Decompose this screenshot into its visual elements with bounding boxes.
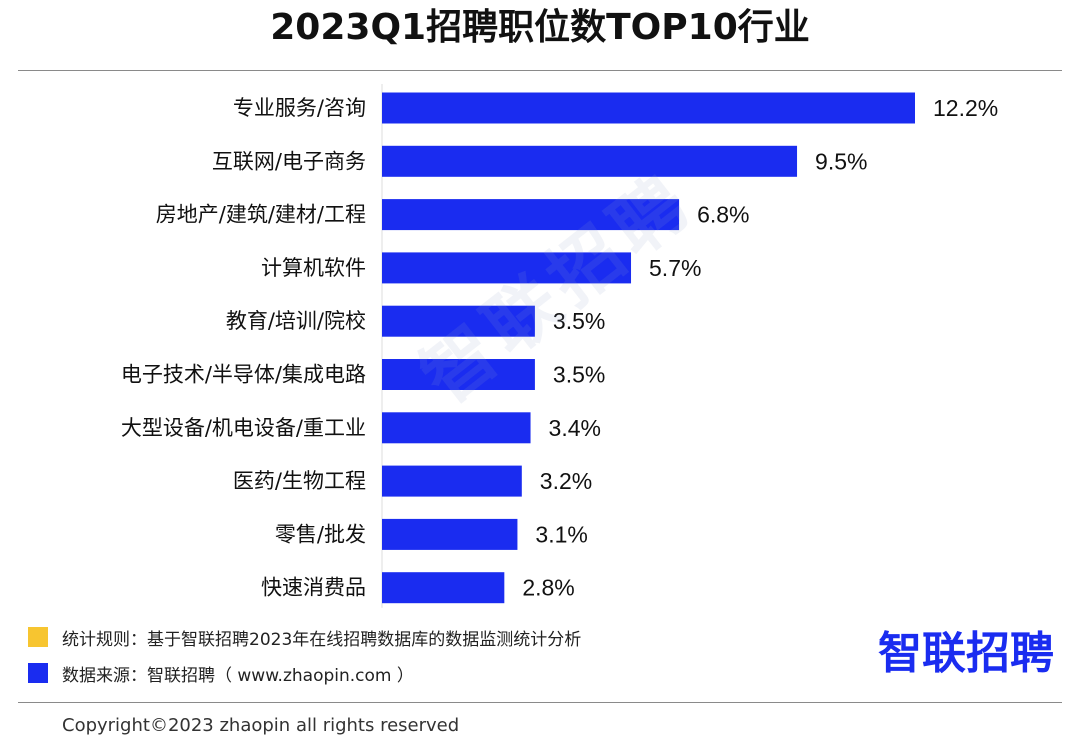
bar bbox=[382, 305, 535, 337]
bar bbox=[382, 412, 531, 444]
category-label: 教育/培训/院校 bbox=[226, 309, 366, 333]
bar bbox=[382, 199, 680, 231]
value-label: 3.5% bbox=[553, 308, 605, 334]
bar bbox=[382, 359, 535, 390]
stat-rule-text: 统计规则：基于智联招聘2023年在线招聘数据库的数据监测统计分析 bbox=[62, 629, 582, 650]
bar bbox=[382, 572, 505, 604]
bar bbox=[382, 465, 522, 497]
bottom-divider bbox=[18, 702, 1062, 703]
bar bbox=[382, 252, 632, 284]
category-label: 大型设备/机电设备/重工业 bbox=[121, 416, 366, 440]
zhaopin-logo: 智联招聘 bbox=[878, 628, 1054, 679]
stat-rule-note: 统计规则：基于智联招聘2023年在线招聘数据库的数据监测统计分析 bbox=[28, 624, 581, 650]
bar bbox=[382, 518, 518, 550]
bar bbox=[382, 92, 915, 124]
chart-title: 2023Q1招聘职位数TOP10行业 bbox=[270, 7, 810, 48]
data-source-note: 数据来源：智联招聘（ www.zhaopin.com ） bbox=[28, 660, 414, 686]
category-label: 医药/生物工程 bbox=[233, 469, 366, 493]
category-label: 电子技术/半导体/集成电路 bbox=[121, 363, 366, 387]
value-label: 6.8% bbox=[697, 202, 749, 228]
top-divider bbox=[18, 70, 1062, 71]
value-label: 3.1% bbox=[535, 521, 587, 547]
category-label: 互联网/电子商务 bbox=[212, 149, 366, 173]
category-label: 计算机软件 bbox=[261, 256, 366, 280]
category-label: 专业服务/咨询 bbox=[233, 96, 366, 120]
category-label: 零售/批发 bbox=[275, 522, 366, 546]
bar-chart: 专业服务/咨询 12.2% 互联网/电子商务 9.5% 房地产/建筑/建材/工程 6.8%… bbox=[121, 84, 998, 608]
bars-layer: 专业服务/咨询 12.2% 互联网/电子商务 9.5% 房地产/建筑/建材/工程 6.8%… bbox=[121, 84, 998, 608]
value-label: 3.2% bbox=[540, 468, 592, 494]
value-label: 9.5% bbox=[815, 148, 867, 174]
blue-square-icon bbox=[28, 663, 48, 683]
value-label: 5.7% bbox=[649, 255, 701, 281]
value-label: 12.2% bbox=[933, 95, 998, 121]
value-label: 2.8% bbox=[522, 575, 574, 601]
data-source-text: 数据来源：智联招聘（ www.zhaopin.com ） bbox=[62, 665, 414, 686]
copyright-text: Copyright©2023 zhaopin all rights reserv… bbox=[62, 715, 460, 736]
category-label: 房地产/建筑/建材/工程 bbox=[156, 203, 366, 227]
yellow-square-icon bbox=[28, 627, 48, 647]
bar bbox=[382, 145, 798, 177]
value-label: 3.5% bbox=[553, 362, 605, 388]
category-label: 快速消费品 bbox=[261, 576, 366, 600]
value-label: 3.4% bbox=[549, 415, 601, 441]
